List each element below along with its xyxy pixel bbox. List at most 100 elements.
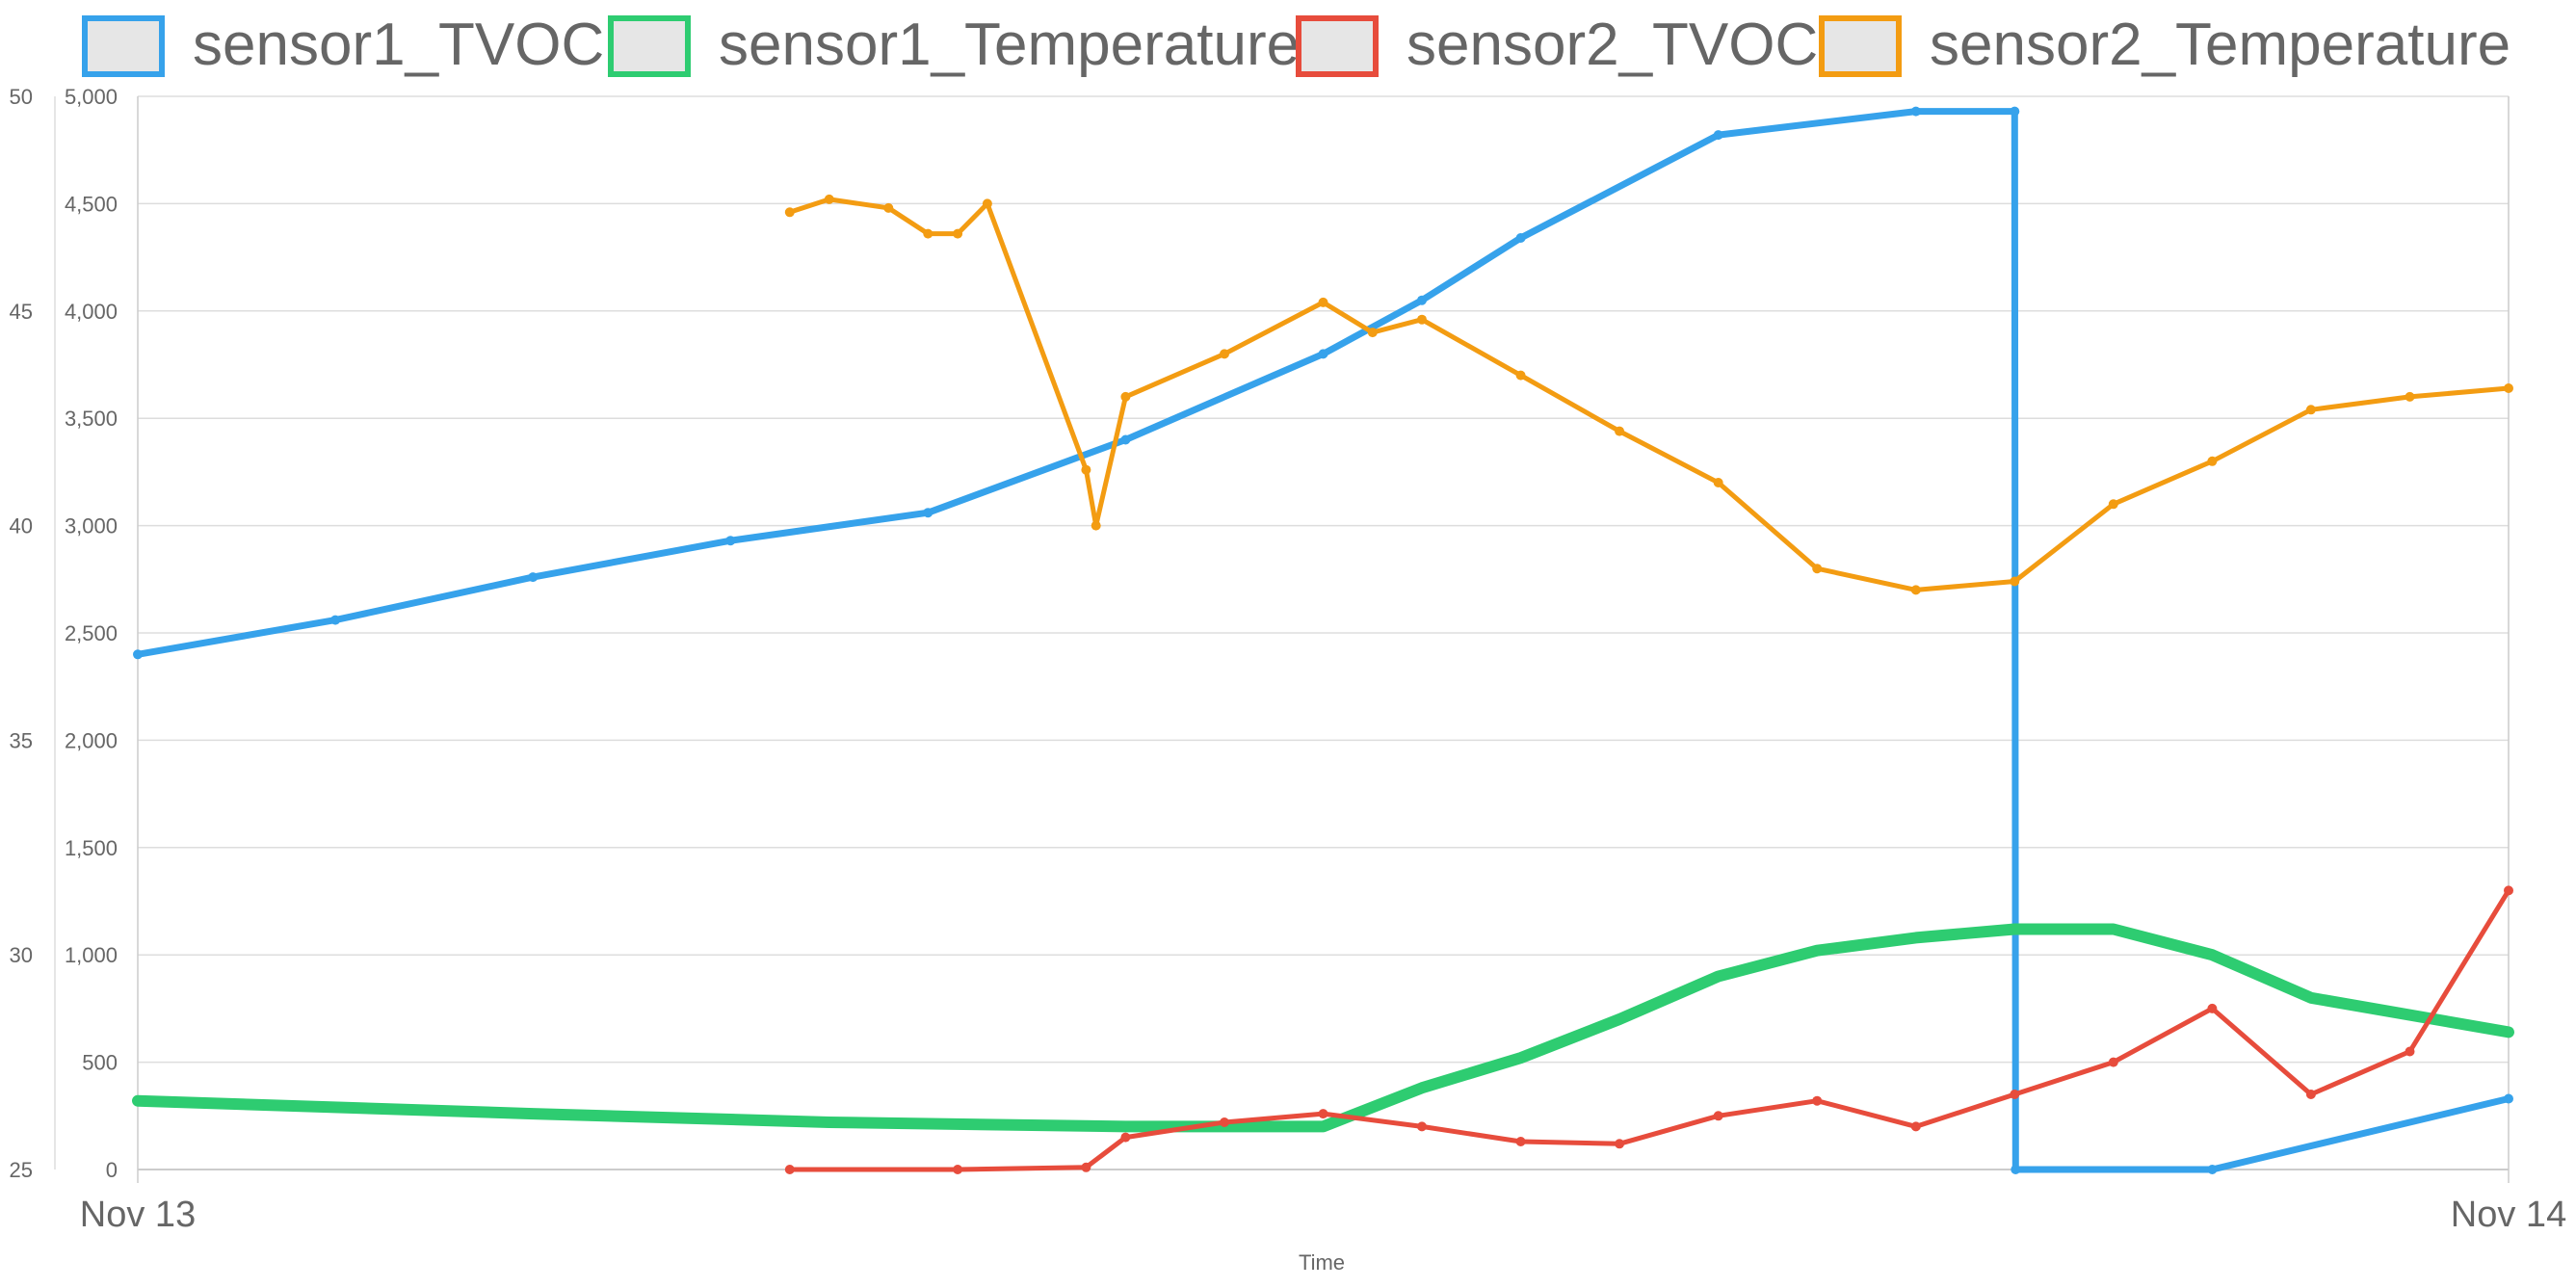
data-point	[1417, 295, 1427, 305]
data-point	[1081, 464, 1091, 475]
data-point	[1318, 297, 1328, 307]
data-point	[1910, 933, 1921, 943]
data-point	[528, 572, 539, 583]
y-right-tick-label: 4,500	[65, 192, 118, 216]
data-point	[2405, 391, 2415, 402]
data-point	[330, 615, 341, 625]
legend-item[interactable]: sensor2_TVOC	[1296, 12, 1818, 78]
y-right-tick-label: 3,000	[65, 514, 118, 539]
legend-swatch	[82, 15, 165, 77]
data-point	[1318, 1109, 1328, 1119]
data-point	[2108, 1057, 2118, 1067]
series-line	[132, 923, 2514, 1133]
axes: 25303540455005001,0001,5002,0002,5003,00…	[10, 85, 2567, 1235]
y-left-tick-label: 25	[10, 1158, 33, 1182]
legend-item[interactable]: sensor1_Temperature	[608, 12, 1300, 78]
data-point	[1910, 106, 1921, 117]
series-line	[787, 887, 2511, 1172]
series-line	[787, 197, 2511, 592]
y-left-tick-label: 45	[10, 300, 33, 324]
data-point	[2305, 405, 2316, 415]
data-point	[982, 198, 992, 209]
y-right-tick-label: 500	[82, 1051, 118, 1075]
y-left-tick-label: 40	[10, 514, 33, 539]
data-point	[2207, 456, 2218, 466]
legend: sensor1_TVOC sensor1_Temperature sensor2_T…	[82, 12, 2510, 78]
data-point	[1417, 1121, 1427, 1132]
data-point	[133, 649, 143, 660]
legend-item[interactable]: sensor2_Temperature	[1819, 12, 2510, 78]
data-point	[2504, 885, 2513, 896]
data-point	[824, 194, 834, 204]
data-point	[784, 1165, 795, 1174]
data-point	[1367, 328, 1378, 338]
y-left-tick-label: 35	[10, 728, 33, 752]
data-point	[923, 508, 933, 518]
data-point	[2010, 576, 2020, 587]
x-tick-label: Nov 13	[80, 1195, 196, 1235]
data-point	[1615, 1014, 1625, 1024]
data-point	[1812, 945, 1823, 956]
data-point	[784, 207, 795, 218]
legend-swatch	[608, 15, 691, 77]
data-point	[1417, 1083, 1427, 1093]
data-point	[2010, 1090, 2020, 1099]
legend-label: sensor2_TVOC	[1406, 12, 1818, 78]
data-point	[953, 1165, 963, 1174]
data-point	[1515, 233, 1526, 243]
legend-swatch	[1819, 15, 1902, 77]
data-point	[1318, 1121, 1328, 1132]
data-point	[2108, 499, 2118, 510]
data-point	[1318, 349, 1328, 359]
x-axis-title: Time	[1299, 1250, 1345, 1275]
legend-label: sensor1_TVOC	[193, 12, 604, 78]
data-point	[2108, 924, 2118, 934]
legend-label: sensor2_Temperature	[1930, 12, 2510, 78]
data-point	[2504, 1093, 2513, 1104]
data-point	[1713, 971, 1723, 982]
data-point	[1515, 1053, 1526, 1064]
y-right-tick-label: 1,000	[65, 943, 118, 967]
data-point	[2207, 1165, 2218, 1174]
data-point	[2010, 924, 2020, 934]
data-point	[1812, 1095, 1823, 1106]
data-point	[2504, 383, 2513, 393]
data-point	[1120, 1121, 1131, 1132]
data-point	[2207, 950, 2218, 960]
data-point	[1081, 1162, 1091, 1172]
y-right-tick-label: 2,000	[65, 728, 118, 752]
y-left-tick-label: 30	[10, 943, 33, 967]
data-point	[528, 1109, 539, 1119]
data-point	[1615, 426, 1625, 436]
data-point	[2405, 1046, 2415, 1057]
data-point	[2305, 1090, 2316, 1099]
data-point	[1515, 1137, 1526, 1146]
data-point	[2504, 1027, 2513, 1038]
data-point	[1220, 1117, 1229, 1127]
y-right-tick-label: 5,000	[65, 85, 118, 109]
y-right-tick-label: 1,500	[65, 836, 118, 860]
y-right-tick-label: 4,000	[65, 300, 118, 324]
y-right-tick-label: 0	[106, 1158, 118, 1182]
legend-item[interactable]: sensor1_TVOC	[82, 12, 604, 78]
data-point	[883, 202, 894, 213]
grid	[137, 95, 2510, 1170]
data-point	[133, 1095, 143, 1106]
legend-swatch	[1296, 15, 1379, 77]
data-point	[1713, 1111, 1723, 1121]
series-lines	[132, 106, 2514, 1174]
data-point	[1910, 1121, 1921, 1132]
data-point	[1515, 370, 1526, 381]
y-left-tick-label: 50	[10, 85, 33, 109]
data-point	[824, 1117, 834, 1127]
data-point	[1615, 1139, 1625, 1149]
data-point	[1120, 1132, 1131, 1143]
legend-label: sensor1_Temperature	[719, 12, 1300, 78]
data-point	[2305, 992, 2316, 1003]
data-point	[2010, 106, 2020, 117]
data-point	[1812, 564, 1823, 574]
data-point	[725, 536, 736, 546]
data-point	[953, 228, 963, 239]
series-line	[134, 108, 2512, 1173]
